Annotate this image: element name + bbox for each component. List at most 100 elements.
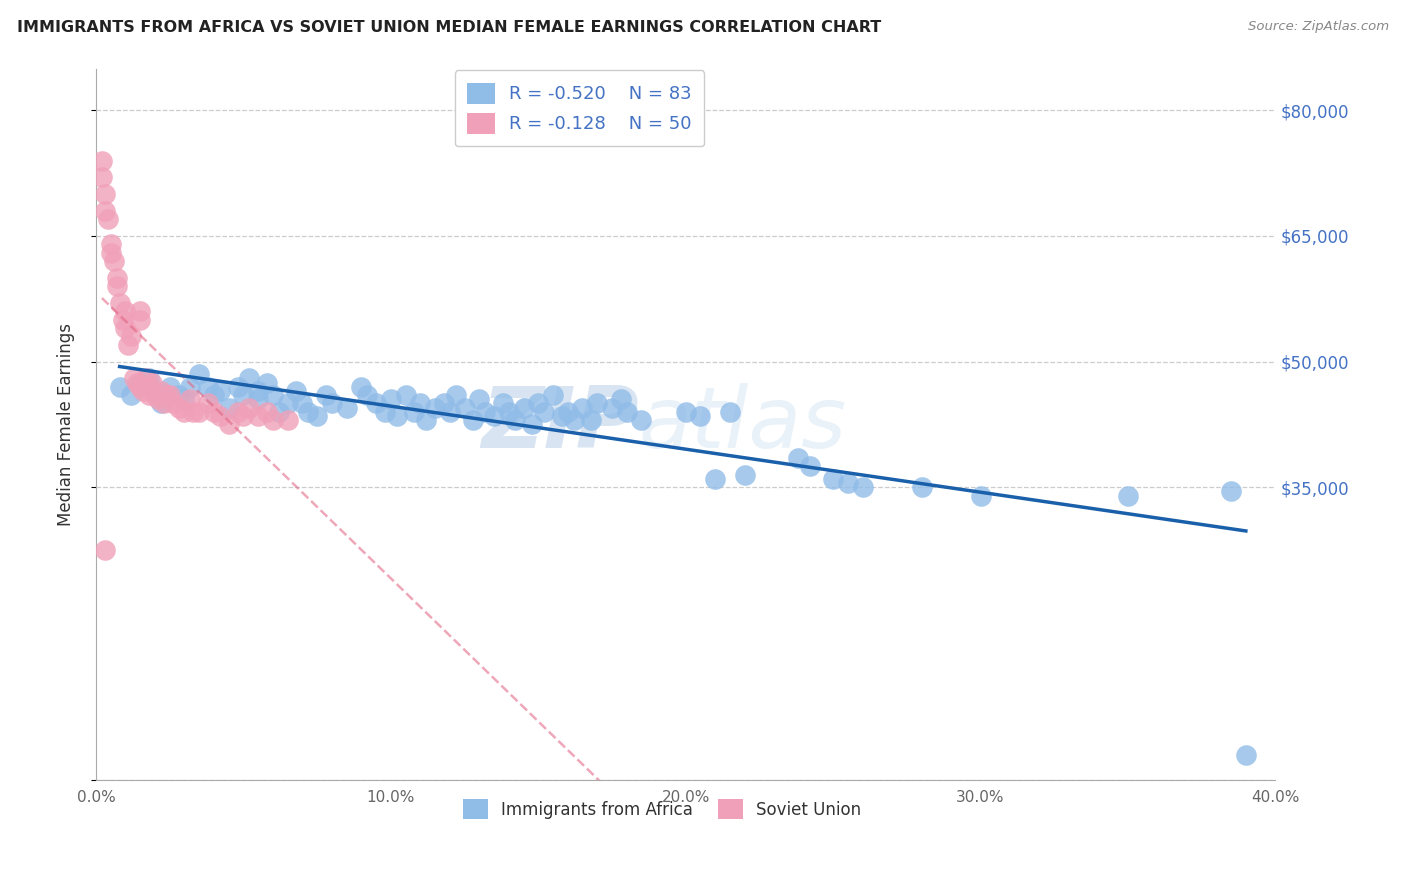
Point xyxy=(837,476,859,491)
Point xyxy=(444,388,467,402)
Point xyxy=(173,392,195,407)
Point xyxy=(105,279,128,293)
Point xyxy=(120,329,142,343)
Point xyxy=(247,409,270,423)
Point xyxy=(380,392,402,407)
Point xyxy=(202,405,225,419)
Point xyxy=(409,396,432,410)
Point xyxy=(94,203,117,218)
Point xyxy=(138,380,160,394)
Point xyxy=(114,304,136,318)
Point xyxy=(94,187,117,202)
Text: atlas: atlas xyxy=(638,383,846,466)
Point xyxy=(111,312,134,326)
Point xyxy=(482,409,505,423)
Y-axis label: Median Female Earnings: Median Female Earnings xyxy=(58,323,75,526)
Point xyxy=(120,388,142,402)
Point xyxy=(108,296,131,310)
Point xyxy=(108,380,131,394)
Point xyxy=(188,405,211,419)
Point xyxy=(823,472,845,486)
Point xyxy=(321,396,343,410)
Point xyxy=(786,450,808,465)
Point xyxy=(277,396,299,410)
Point xyxy=(350,380,373,394)
Point xyxy=(167,388,190,402)
Point xyxy=(262,413,284,427)
Point xyxy=(143,384,166,398)
Point xyxy=(267,405,290,419)
Point xyxy=(226,380,249,394)
Point xyxy=(146,392,169,407)
Point xyxy=(256,376,278,390)
Point xyxy=(551,409,574,423)
Point xyxy=(247,392,270,407)
Point xyxy=(90,170,112,185)
Point xyxy=(675,405,697,419)
Point xyxy=(557,405,579,419)
Point xyxy=(616,405,638,419)
Point xyxy=(541,388,564,402)
Text: ZIP: ZIP xyxy=(481,383,638,466)
Point xyxy=(159,388,181,402)
Point xyxy=(159,380,181,394)
Point xyxy=(1220,484,1243,499)
Point xyxy=(910,480,932,494)
Point xyxy=(385,409,408,423)
Point xyxy=(197,396,219,410)
Point xyxy=(315,388,337,402)
Point xyxy=(734,467,756,482)
Point xyxy=(307,409,329,423)
Point xyxy=(149,384,172,398)
Point xyxy=(256,405,278,419)
Point xyxy=(208,409,231,423)
Point xyxy=(423,401,446,415)
Point xyxy=(129,376,152,390)
Point xyxy=(522,417,544,432)
Point xyxy=(527,396,550,410)
Point xyxy=(503,413,526,427)
Point xyxy=(718,405,741,419)
Point xyxy=(202,388,225,402)
Point xyxy=(374,405,396,419)
Point xyxy=(135,371,157,385)
Point xyxy=(238,401,260,415)
Point xyxy=(463,413,485,427)
Point xyxy=(97,212,120,227)
Point xyxy=(247,384,270,398)
Point xyxy=(512,401,534,415)
Point xyxy=(129,380,152,394)
Point xyxy=(704,472,727,486)
Point xyxy=(232,409,254,423)
Point xyxy=(610,392,633,407)
Point xyxy=(336,401,359,415)
Point xyxy=(149,396,172,410)
Point xyxy=(291,396,314,410)
Point xyxy=(262,388,284,402)
Point xyxy=(143,388,166,402)
Point xyxy=(453,401,475,415)
Point xyxy=(226,405,249,419)
Point xyxy=(404,405,426,419)
Point xyxy=(94,543,117,558)
Point xyxy=(179,392,201,407)
Point xyxy=(581,413,603,427)
Point xyxy=(208,384,231,398)
Point xyxy=(218,417,240,432)
Point xyxy=(238,371,260,385)
Point xyxy=(162,396,184,410)
Point xyxy=(415,413,437,427)
Point xyxy=(188,367,211,381)
Point xyxy=(439,405,461,419)
Point xyxy=(533,405,555,419)
Point xyxy=(297,405,319,419)
Point xyxy=(173,405,195,419)
Point xyxy=(103,254,125,268)
Point xyxy=(851,480,873,494)
Point xyxy=(799,459,821,474)
Text: Source: ZipAtlas.com: Source: ZipAtlas.com xyxy=(1249,20,1389,33)
Point xyxy=(600,401,623,415)
Point xyxy=(285,384,308,398)
Point xyxy=(129,312,152,326)
Point xyxy=(141,376,163,390)
